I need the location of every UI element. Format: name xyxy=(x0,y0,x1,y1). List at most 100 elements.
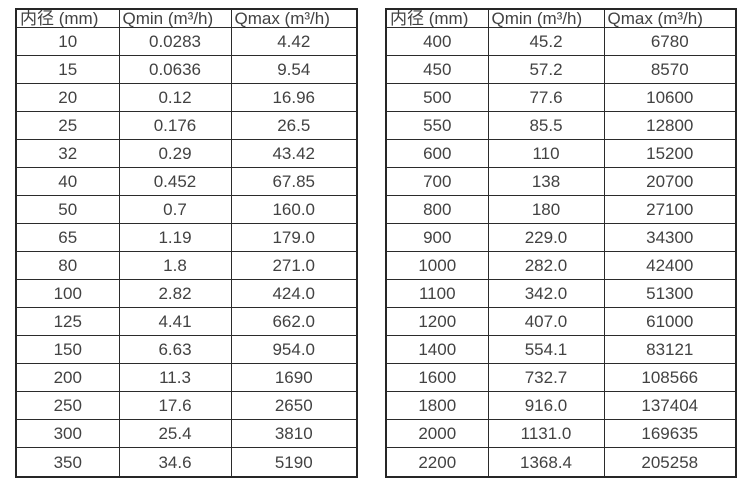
column-header: Qmin (m³/h) xyxy=(118,8,232,28)
table-cell: 137404 xyxy=(603,391,737,421)
table-cell: 2200 xyxy=(385,447,489,478)
table-cell: 26.5 xyxy=(230,111,358,141)
table-cell: 282.0 xyxy=(487,251,605,281)
table-cell: 65 xyxy=(15,223,120,253)
table-cell: 11.3 xyxy=(118,363,232,393)
table-cell: 0.0636 xyxy=(118,55,232,85)
table-cell: 34.6 xyxy=(118,447,232,478)
table-cell: 5190 xyxy=(230,447,358,478)
table-row: 450 57.2 8570 xyxy=(385,55,737,85)
table-cell: 10600 xyxy=(603,83,737,113)
table-cell: 1000 xyxy=(385,251,489,281)
table-cell: 662.0 xyxy=(230,307,358,337)
table-cell: 732.7 xyxy=(487,363,605,393)
table-cell: 205258 xyxy=(603,447,737,478)
table-cell: 67.85 xyxy=(230,167,358,197)
table-cell: 1.19 xyxy=(118,223,232,253)
table-cell: 0.29 xyxy=(118,139,232,169)
table-cell: 15200 xyxy=(603,139,737,169)
table-cell: 50 xyxy=(15,195,120,225)
table-cell: 350 xyxy=(15,447,120,478)
table-row: 32 0.29 43.42 xyxy=(15,139,358,169)
table-row: 200 11.3 1690 xyxy=(15,363,358,393)
table-row: 150 6.63 954.0 xyxy=(15,335,358,365)
table-row: 25 0.176 26.5 xyxy=(15,111,358,141)
header-row: 内径 (mm) Qmin (m³/h) Qmax (m³/h) xyxy=(385,8,737,28)
table-cell: 1400 xyxy=(385,335,489,365)
table-cell: 77.6 xyxy=(487,83,605,113)
table-cell: 138 xyxy=(487,167,605,197)
table-row: 900 229.0 34300 xyxy=(385,223,737,253)
column-header: Qmax (m³/h) xyxy=(603,8,737,28)
table-cell: 20 xyxy=(15,83,120,113)
large-diameter-flow-table: 内径 (mm) Qmin (m³/h) Qmax (m³/h) 400 45.2 6780… xyxy=(385,8,737,478)
table-cell: 180 xyxy=(487,195,605,225)
table-cell: 0.452 xyxy=(118,167,232,197)
table-cell: 3810 xyxy=(230,419,358,449)
table-cell: 34300 xyxy=(603,223,737,253)
table-row: 10 0.0283 4.42 xyxy=(15,26,358,57)
table-cell: 2.82 xyxy=(118,279,232,309)
table-cell: 45.2 xyxy=(487,26,605,57)
table-cell: 250 xyxy=(15,391,120,421)
table-cell: 1200 xyxy=(385,307,489,337)
table-cell: 300 xyxy=(15,419,120,449)
table-row: 800 180 27100 xyxy=(385,195,737,225)
table-cell: 1100 xyxy=(385,279,489,309)
table-row: 20 0.12 16.96 xyxy=(15,83,358,113)
table-cell: 800 xyxy=(385,195,489,225)
table-row: 500 77.6 10600 xyxy=(385,83,737,113)
table-cell: 43.42 xyxy=(230,139,358,169)
table-cell: 12800 xyxy=(603,111,737,141)
table-cell: 450 xyxy=(385,55,489,85)
table-cell: 6.63 xyxy=(118,335,232,365)
table-row: 15 0.0636 9.54 xyxy=(15,55,358,85)
table-cell: 6780 xyxy=(603,26,737,57)
table-cell: 0.176 xyxy=(118,111,232,141)
table-row: 80 1.8 271.0 xyxy=(15,251,358,281)
table-cell: 80 xyxy=(15,251,120,281)
table-cell: 229.0 xyxy=(487,223,605,253)
table-cell: 27100 xyxy=(603,195,737,225)
table-row: 100 2.82 424.0 xyxy=(15,279,358,309)
table-row: 65 1.19 179.0 xyxy=(15,223,358,253)
table-row: 700 138 20700 xyxy=(385,167,737,197)
table-row: 50 0.7 160.0 xyxy=(15,195,358,225)
table-cell: 125 xyxy=(15,307,120,337)
table-cell: 400 xyxy=(385,26,489,57)
table-cell: 25 xyxy=(15,111,120,141)
column-header: Qmax (m³/h) xyxy=(230,8,358,28)
table-cell: 1131.0 xyxy=(487,419,605,449)
table-cell: 954.0 xyxy=(230,335,358,365)
table-cell: 10 xyxy=(15,26,120,57)
table-cell: 32 xyxy=(15,139,120,169)
table-row: 1800 916.0 137404 xyxy=(385,391,737,421)
table-cell: 0.7 xyxy=(118,195,232,225)
table-cell: 554.1 xyxy=(487,335,605,365)
table-cell: 8570 xyxy=(603,55,737,85)
table-cell: 1800 xyxy=(385,391,489,421)
table-row: 550 85.5 12800 xyxy=(385,111,737,141)
column-header: 内径 (mm) xyxy=(15,8,120,28)
table-cell: 160.0 xyxy=(230,195,358,225)
table-row: 40 0.452 67.85 xyxy=(15,167,358,197)
table-row: 1000 282.0 42400 xyxy=(385,251,737,281)
header-row: 内径 (mm) Qmin (m³/h) Qmax (m³/h) xyxy=(15,8,358,28)
table-row: 1200 407.0 61000 xyxy=(385,307,737,337)
table-cell: 0.12 xyxy=(118,83,232,113)
table-cell: 16.96 xyxy=(230,83,358,113)
table-cell: 342.0 xyxy=(487,279,605,309)
table-cell: 2000 xyxy=(385,419,489,449)
table-cell: 200 xyxy=(15,363,120,393)
table-row: 1400 554.1 83121 xyxy=(385,335,737,365)
table-cell: 179.0 xyxy=(230,223,358,253)
table-cell: 17.6 xyxy=(118,391,232,421)
table-cell: 1690 xyxy=(230,363,358,393)
table-cell: 169635 xyxy=(603,419,737,449)
table-cell: 407.0 xyxy=(487,307,605,337)
column-header: 内径 (mm) xyxy=(385,8,489,28)
table-cell: 25.4 xyxy=(118,419,232,449)
table-cell: 271.0 xyxy=(230,251,358,281)
table-cell: 1600 xyxy=(385,363,489,393)
